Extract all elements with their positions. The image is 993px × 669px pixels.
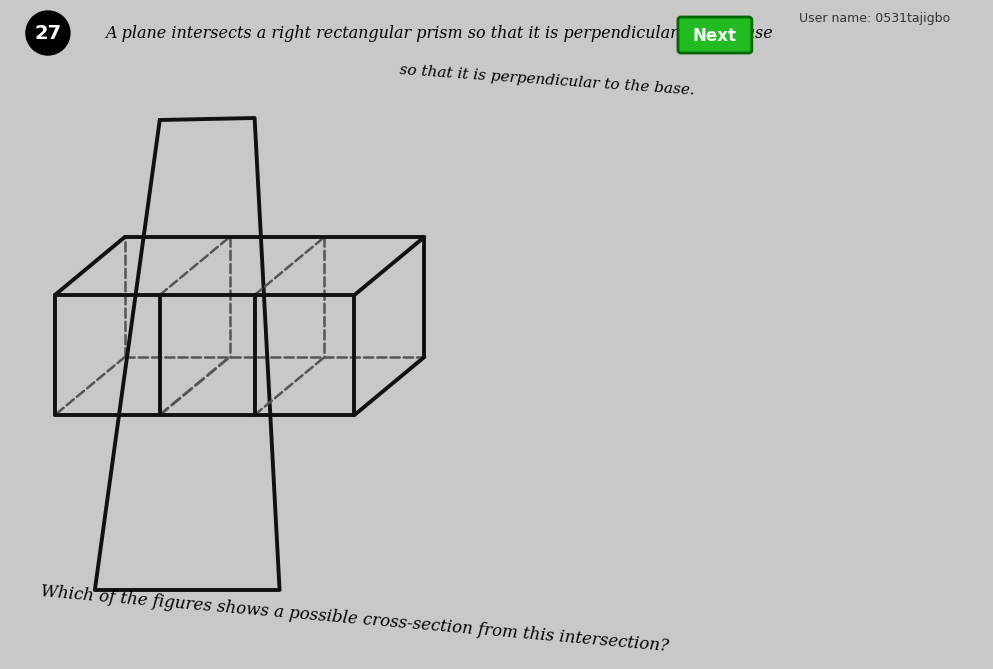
FancyBboxPatch shape bbox=[678, 17, 752, 53]
Text: Next: Next bbox=[693, 27, 737, 45]
Circle shape bbox=[26, 11, 70, 55]
Text: 27: 27 bbox=[35, 23, 62, 43]
Text: A plane intersects a right rectangular prism so that it is perpendicular to the : A plane intersects a right rectangular p… bbox=[105, 25, 773, 41]
Text: Which of the figures shows a possible cross-section from this intersection?: Which of the figures shows a possible cr… bbox=[40, 583, 669, 655]
Text: so that it is perpendicular to the base.: so that it is perpendicular to the base. bbox=[399, 63, 695, 97]
Text: User name: 0531tajigbo: User name: 0531tajigbo bbox=[798, 12, 950, 25]
